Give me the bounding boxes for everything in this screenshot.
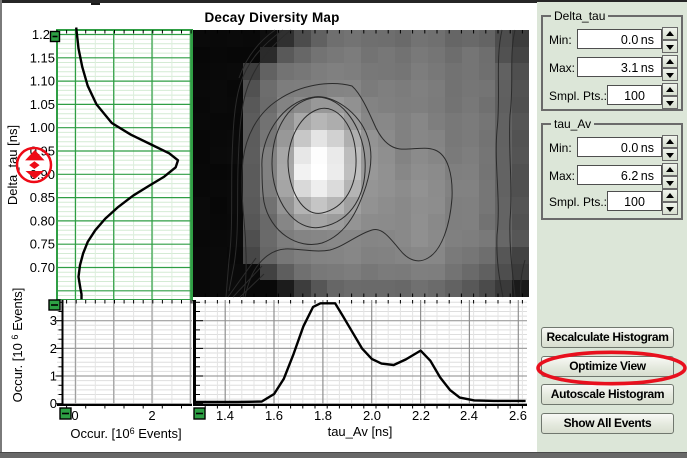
svg-text:2: 2 [148, 408, 155, 423]
svg-text:1.6: 1.6 [265, 408, 283, 423]
svg-text:1.00: 1.00 [30, 120, 55, 135]
svg-text:2.4: 2.4 [460, 408, 478, 423]
svg-text:2: 2 [50, 341, 57, 356]
svg-text:1.10: 1.10 [30, 74, 55, 89]
svg-text:2.0: 2.0 [363, 408, 381, 423]
svg-text:0.95: 0.95 [30, 144, 55, 159]
svg-text:2.2: 2.2 [412, 408, 430, 423]
svg-text:Delta_tau [ns]: Delta_tau [ns] [5, 125, 20, 205]
svg-text:0.85: 0.85 [30, 190, 55, 205]
svg-text:3: 3 [50, 313, 57, 328]
svg-text:0.90: 0.90 [30, 167, 55, 182]
svg-text:Occur. [106 Events]: Occur. [106 Events] [70, 426, 181, 441]
svg-text:1.8: 1.8 [314, 408, 332, 423]
svg-text:1.2: 1.2 [32, 27, 50, 42]
svg-text:Decay Diversity Map: Decay Diversity Map [204, 10, 339, 25]
svg-text:1.15: 1.15 [30, 50, 55, 65]
svg-text:1.05: 1.05 [30, 97, 55, 112]
svg-text:0.80: 0.80 [30, 213, 55, 228]
svg-text:1: 1 [50, 369, 57, 384]
svg-text:Occur. [10 6 Events]: Occur. [10 6 Events] [10, 288, 25, 403]
svg-text:0.70: 0.70 [30, 260, 55, 275]
svg-text:1.4: 1.4 [216, 408, 234, 423]
svg-text:tau_Av [ns]: tau_Av [ns] [328, 424, 393, 439]
svg-text:0: 0 [50, 396, 57, 411]
svg-text:0: 0 [71, 408, 78, 423]
svg-text:0.75: 0.75 [30, 237, 55, 252]
svg-text:2.6: 2.6 [509, 408, 527, 423]
